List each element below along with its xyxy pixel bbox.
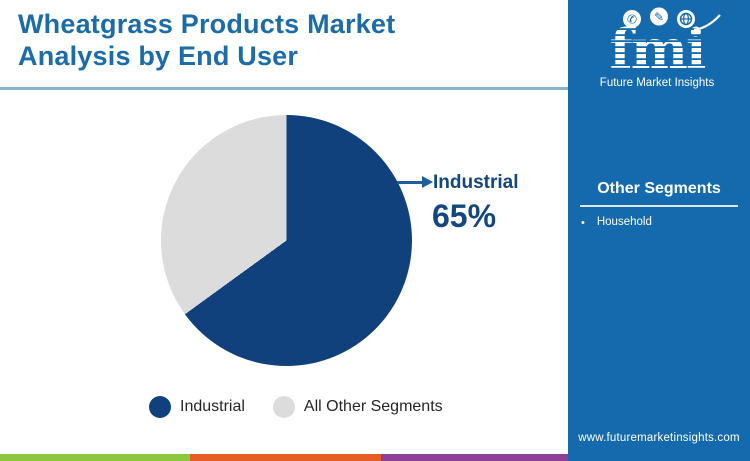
page-title-line2: Analysis by End User (18, 41, 299, 71)
sidebar: ✆ ✎ fmi Future Market Insights Other Seg… (568, 0, 750, 461)
title-divider (0, 87, 568, 90)
page-title: Wheatgrass Products Market Analysis by E… (18, 8, 558, 72)
globe-icon (677, 10, 695, 28)
website-link[interactable]: www.futuremarketinsights.com (578, 432, 740, 444)
bullet-icon: • (581, 217, 585, 229)
other-segments-item-label: Household (596, 216, 652, 228)
callout-label: Industrial (433, 172, 519, 193)
legend-swatch-industrial (149, 396, 171, 418)
page-title-line1: Wheatgrass Products Market (18, 9, 396, 39)
legend: Industrial All Other Segments (149, 396, 443, 418)
logo-swoosh (693, 14, 721, 32)
other-segments-list-item: • Household (581, 216, 652, 230)
legend-swatch-all-other-segments (272, 396, 295, 418)
fmi-wordmark: fmi (610, 17, 706, 81)
phone-icon: ✆ (623, 10, 641, 28)
bottom-strip-orange (190, 454, 381, 461)
bottom-strip-green (0, 454, 190, 461)
pen-icon: ✎ (650, 7, 668, 26)
pie-chart (161, 115, 412, 366)
svg-text:✎: ✎ (654, 10, 664, 24)
fmi-tagline-svg: Future Market Insights (600, 77, 715, 89)
legend-item-industrial: Industrial (149, 396, 245, 418)
other-segments-divider (580, 205, 738, 207)
callout-arrow-head-icon (422, 176, 433, 188)
bottom-strip-purple (381, 454, 568, 461)
svg-text:✆: ✆ (627, 13, 637, 27)
other-segments-heading: Other Segments (597, 180, 721, 197)
legend-item-all-other-segments: All Other Segments (272, 396, 443, 418)
legend-label: Industrial (180, 398, 245, 415)
legend-label: All Other Segments (303, 398, 443, 415)
callout-value: 65% (432, 198, 497, 234)
fmi-logo: ✆ ✎ fmi Future Market Insights (594, 6, 724, 97)
callout-arrow (397, 181, 423, 184)
fmi-logo-graphic: ✆ ✎ fmi Future Market Insights (600, 7, 721, 89)
